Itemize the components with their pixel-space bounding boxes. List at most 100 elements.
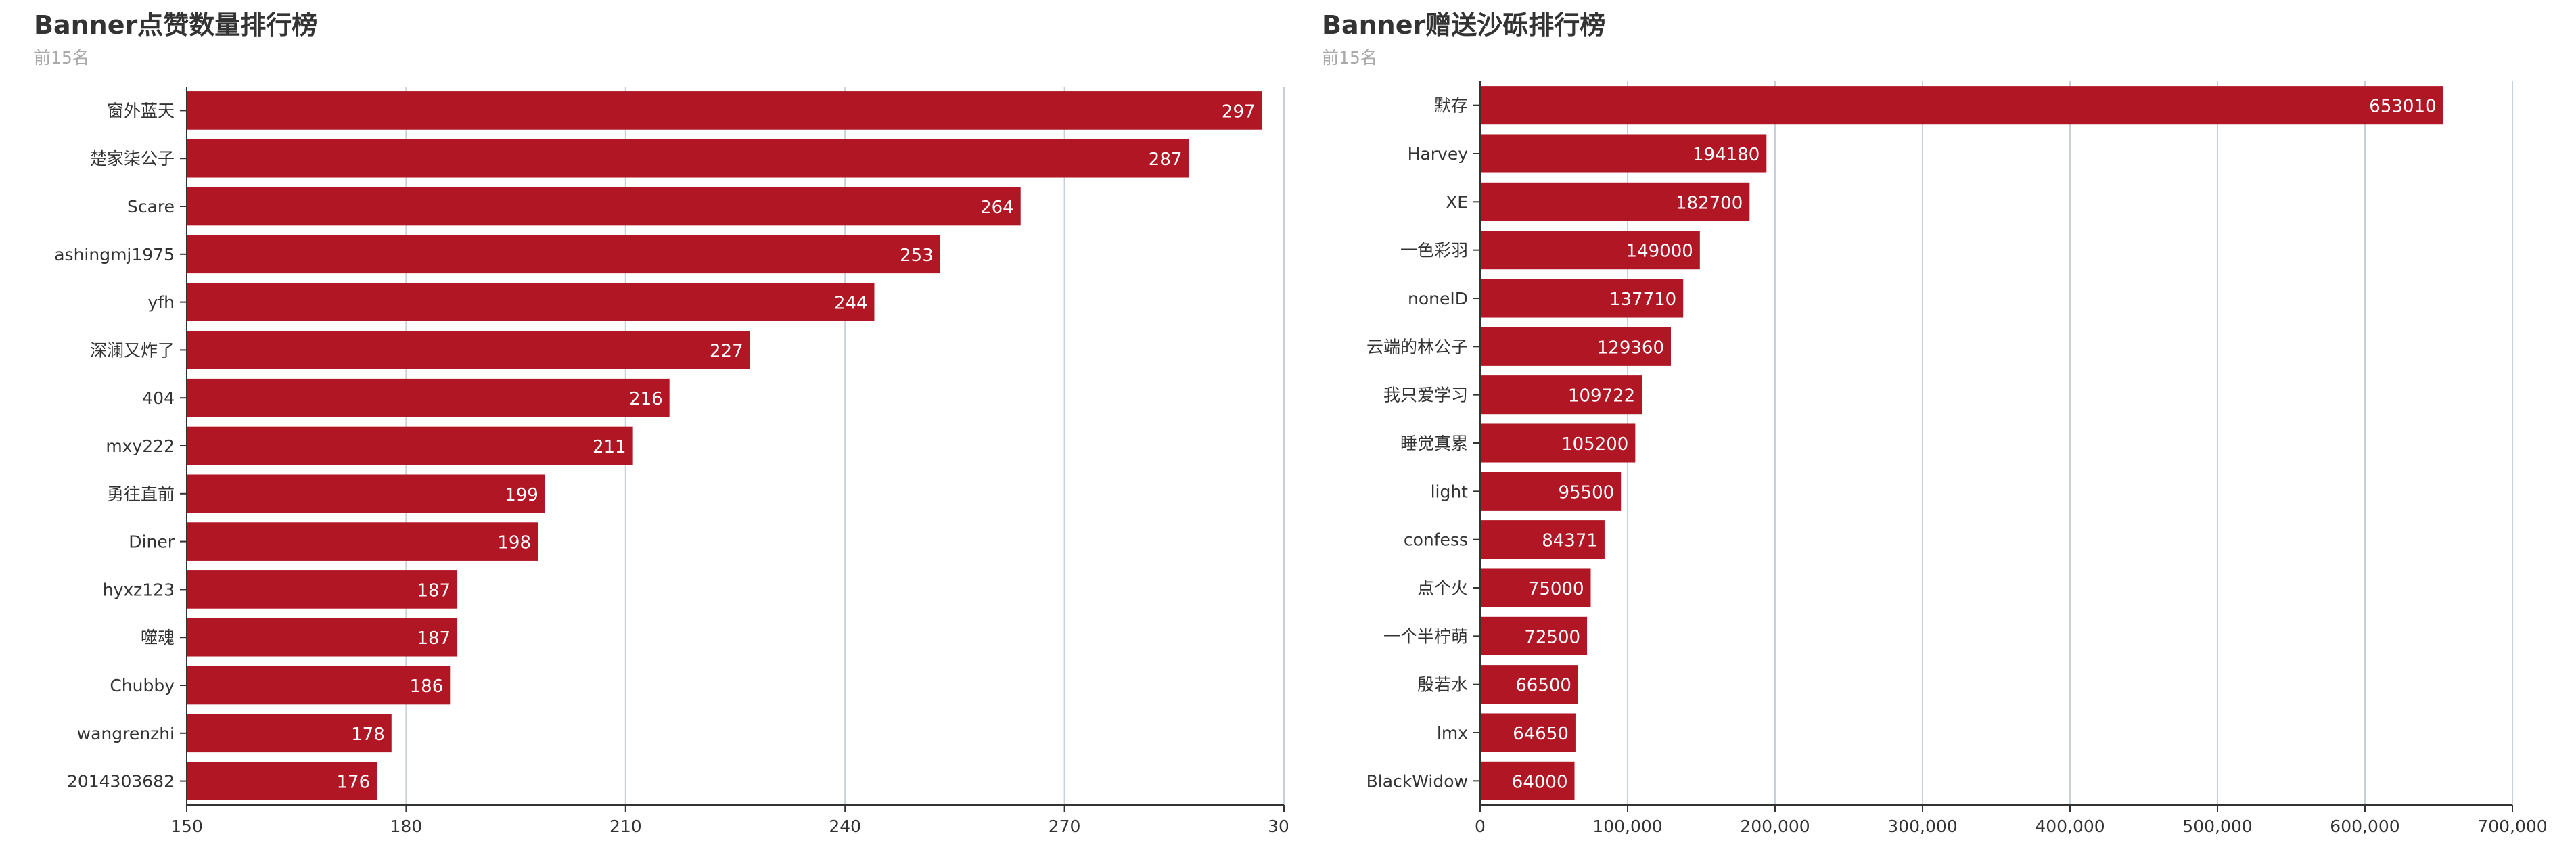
x-tick-label: 100,000 [1592, 816, 1662, 836]
bar [1480, 231, 1700, 270]
bar [187, 378, 670, 417]
value-label: 198 [497, 533, 531, 553]
category-label: 404 [142, 388, 175, 408]
value-label: 244 [834, 294, 868, 314]
value-label: 66500 [1515, 676, 1571, 696]
bar [1480, 713, 1576, 752]
bar [187, 618, 458, 657]
category-label: hyxz123 [103, 580, 175, 599]
value-label: 75000 [1528, 579, 1584, 599]
value-label: 264 [980, 198, 1014, 218]
category-label: light [1431, 482, 1469, 501]
value-label: 84371 [1542, 531, 1598, 551]
category-label: 2014303682 [67, 772, 175, 791]
x-tick-label: 300 [1268, 816, 1288, 836]
category-label: 勇往直前 [107, 484, 175, 504]
category-label: 殷若水 [1417, 675, 1468, 695]
category-label: 深澜又炸了 [90, 340, 175, 360]
bar [187, 235, 940, 274]
category-label: Chubby [110, 676, 175, 695]
category-label: Harvey [1408, 144, 1469, 164]
x-tick-label: 500,000 [2182, 816, 2252, 836]
x-tick-label: 700,000 [2477, 816, 2547, 836]
bar [1480, 86, 2443, 125]
value-label: 95500 [1558, 482, 1614, 503]
bar [187, 522, 538, 561]
category-label: 云端的林公子 [1366, 337, 1468, 356]
category-label: Diner [129, 532, 175, 552]
bar [1480, 279, 1684, 318]
category-label: 默存 [1434, 96, 1468, 116]
likes-bar-chart: 150 180 210 240 270 300 窗外蓝天 297 楚家柒公子 287 Scare 26… [54, 87, 1288, 836]
value-label: 72500 [1524, 627, 1580, 647]
category-label: ashingmj1975 [54, 245, 175, 264]
category-label: 睡觉真累 [1400, 434, 1468, 453]
bar [1480, 616, 1588, 656]
category-label: mxy222 [106, 436, 175, 456]
value-label: 227 [710, 341, 743, 361]
value-label: 64650 [1513, 724, 1569, 744]
category-label: XE [1446, 192, 1468, 212]
value-label: 186 [410, 676, 444, 697]
category-label: 噬魂 [141, 628, 175, 647]
bar [187, 139, 1189, 178]
bar [1480, 134, 1767, 173]
category-label: Scare [127, 197, 175, 216]
bar [187, 714, 392, 753]
gifts-chart-panel: Banner赠送沙砾排行榜 前15名 0 100,000 200,000 300,00… [1288, 0, 2576, 851]
bar [187, 570, 458, 609]
value-label: 297 [1222, 101, 1256, 122]
category-label: confess [1404, 530, 1468, 550]
value-label: 149000 [1626, 242, 1693, 262]
category-label: yfh [148, 293, 175, 313]
category-label: 窗外蓝天 [107, 101, 175, 120]
value-label: 187 [417, 628, 451, 649]
category-label: 一个半柠萌 [1383, 626, 1468, 646]
value-label: 211 [593, 437, 626, 457]
bar [1480, 423, 1636, 463]
category-label: 我只爱学习 [1383, 386, 1468, 405]
chart-title: Banner赠送沙砾排行榜 [1322, 10, 1606, 40]
bar [187, 666, 451, 705]
value-label: 178 [351, 724, 385, 745]
bar [1480, 520, 1605, 559]
category-label: 楚家柒公子 [90, 149, 175, 168]
value-label: 253 [900, 246, 934, 266]
value-label: 137710 [1609, 290, 1676, 310]
category-label: lmx [1437, 723, 1468, 743]
bar [187, 762, 377, 800]
value-label: 105200 [1561, 434, 1628, 455]
x-tick-label: 180 [390, 816, 423, 836]
bar [1480, 327, 1672, 366]
chart-subtitle: 前15名 [1322, 48, 1377, 68]
x-tick-label: 210 [610, 816, 642, 836]
bar [1480, 182, 1750, 221]
bar [187, 426, 633, 465]
chart-subtitle: 前15名 [34, 48, 89, 68]
value-label: 176 [337, 773, 371, 793]
value-label: 199 [505, 485, 538, 505]
x-tick-label: 270 [1049, 816, 1081, 836]
bar [1480, 375, 1642, 415]
x-tick-label: 200,000 [1740, 816, 1810, 836]
gifts-bar-chart: 0 100,000 200,000 300,000 400,000 500,000 600,… [1366, 81, 2548, 836]
x-tick-label: 240 [829, 816, 861, 836]
bar [187, 283, 875, 321]
category-label: wangrenzhi [77, 724, 175, 743]
x-tick-label: 400,000 [2035, 816, 2104, 836]
value-label: 653010 [2369, 97, 2436, 117]
value-label: 182700 [1676, 193, 1743, 213]
category-label: noneID [1408, 289, 1468, 308]
x-tick-label: 300,000 [1887, 816, 1957, 836]
bar [187, 91, 1262, 130]
category-label: 点个火 [1417, 578, 1468, 598]
bar [187, 187, 1021, 226]
value-label: 64000 [1512, 772, 1568, 792]
x-tick-label: 0 [1475, 816, 1486, 836]
x-tick-label: 150 [170, 816, 203, 836]
bar [1480, 472, 1622, 511]
category-label: 一色彩羽 [1400, 241, 1468, 260]
category-label: BlackWidow [1366, 771, 1468, 791]
value-label: 216 [629, 389, 663, 409]
bar [1480, 568, 1591, 607]
